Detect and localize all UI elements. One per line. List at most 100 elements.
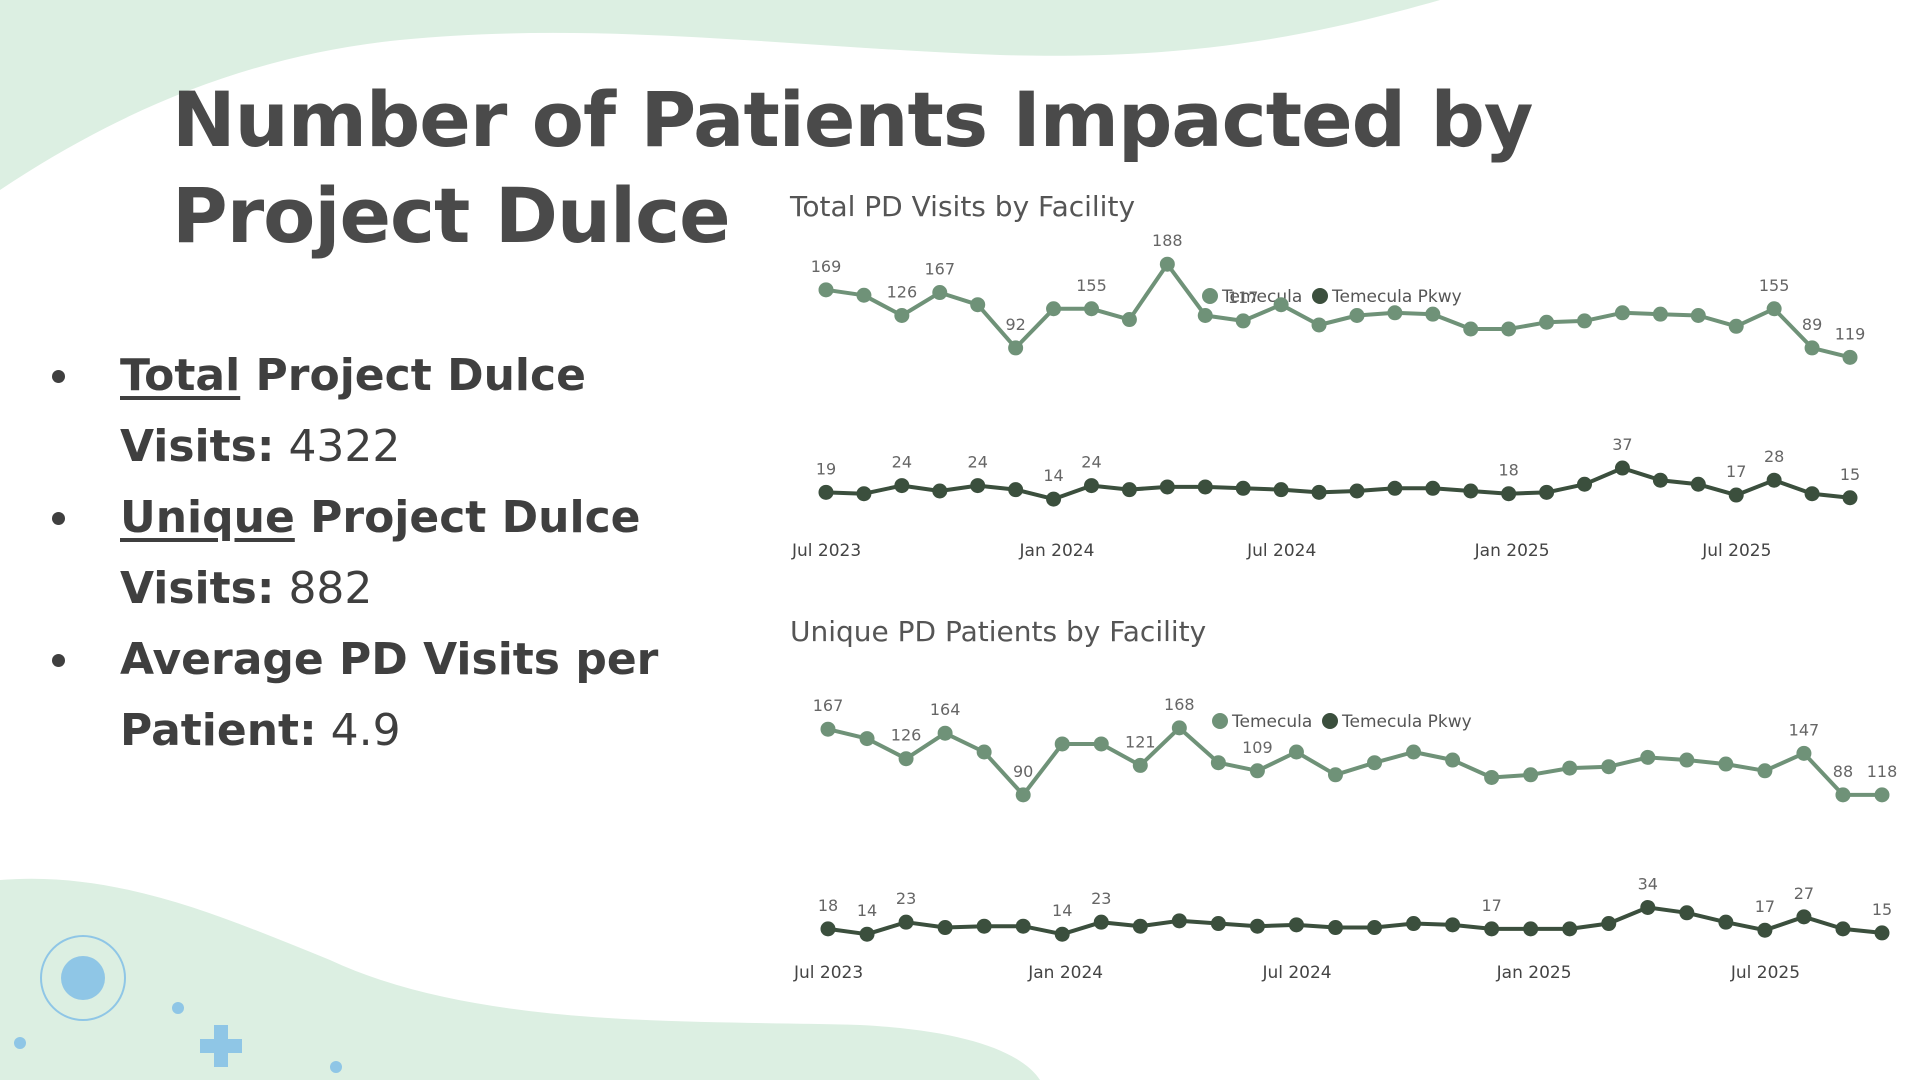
data-label: 23 <box>1091 889 1111 908</box>
data-point <box>1614 305 1630 321</box>
data-point <box>1132 757 1148 773</box>
series-line <box>827 725 1882 797</box>
data-point <box>1796 745 1812 761</box>
x-tick-label: Jul 2025 <box>1701 541 1771 561</box>
data-point <box>1766 301 1782 317</box>
data-point <box>976 918 992 934</box>
top-left-blob <box>0 0 1440 190</box>
data-point <box>1728 318 1744 334</box>
data-point <box>1367 920 1383 936</box>
target-center-icon <box>61 956 105 1000</box>
stat-value: 4.9 <box>316 705 401 756</box>
data-point <box>1132 918 1148 934</box>
data-point <box>1835 921 1851 937</box>
x-tick-label: Jul 2023 <box>793 963 863 983</box>
data-point <box>898 914 914 930</box>
data-point <box>1387 305 1403 321</box>
data-point <box>1171 913 1187 929</box>
data-point <box>1197 479 1213 495</box>
data-point <box>1093 736 1109 752</box>
x-tick-label: Jul 2024 <box>1261 963 1331 983</box>
data-point <box>1463 483 1479 499</box>
data-point <box>1614 460 1630 476</box>
chart-title: Total PD Visits by Facility <box>790 190 1136 223</box>
stat-emphasis: Unique <box>120 492 295 543</box>
legend-marker <box>1322 713 1338 729</box>
data-point <box>976 744 992 760</box>
data-label: 17 <box>1755 897 1775 916</box>
data-point <box>1718 914 1734 930</box>
data-label: 19 <box>816 459 836 478</box>
data-point <box>894 308 910 323</box>
data-point <box>1874 925 1890 941</box>
stat-value: 4322 <box>274 421 401 472</box>
data-point <box>1577 476 1593 492</box>
data-point <box>1235 313 1251 329</box>
data-point <box>1766 472 1782 488</box>
bullet-icon <box>52 654 65 667</box>
data-point <box>1015 787 1031 803</box>
data-point <box>1501 321 1517 337</box>
data-label: 118 <box>1867 762 1898 781</box>
data-label: 15 <box>1872 900 1892 919</box>
data-point <box>1273 297 1289 313</box>
data-label: 28 <box>1764 447 1784 466</box>
bullet-icon <box>52 512 65 525</box>
data-point <box>1249 763 1265 779</box>
data-point <box>1015 918 1031 934</box>
legend-marker <box>1312 288 1328 304</box>
data-point <box>856 486 872 502</box>
data-point <box>1273 482 1289 498</box>
data-point <box>1501 486 1517 502</box>
data-point <box>1406 916 1422 932</box>
data-label: 24 <box>968 453 988 472</box>
data-point <box>1171 720 1187 736</box>
data-label: 119 <box>1835 324 1866 343</box>
deco-dot <box>330 1061 342 1073</box>
data-point <box>1757 763 1773 779</box>
data-label: 14 <box>1052 901 1072 920</box>
data-label: 24 <box>892 453 912 472</box>
data-point <box>1311 484 1327 500</box>
data-point <box>1874 787 1890 803</box>
data-point <box>1311 317 1327 333</box>
data-point <box>1159 479 1175 495</box>
data-label: 88 <box>1833 762 1853 781</box>
data-point <box>1484 921 1500 937</box>
data-point <box>1425 306 1441 322</box>
target-ring-icon <box>40 935 126 1021</box>
data-point <box>937 920 953 936</box>
data-label: 168 <box>1164 695 1195 714</box>
stat-total-visits: Total Project Dulce Visits: 4322 <box>40 340 740 482</box>
data-point <box>1046 301 1062 317</box>
data-point <box>932 285 948 301</box>
data-label: 92 <box>1005 315 1025 334</box>
data-label: 27 <box>1794 884 1814 903</box>
data-point <box>1054 926 1070 942</box>
data-point <box>1445 752 1461 768</box>
data-point <box>1445 917 1461 933</box>
data-point <box>1288 917 1304 933</box>
data-point <box>1406 744 1422 760</box>
legend-label: Temecula <box>1231 712 1312 732</box>
data-point <box>818 484 834 500</box>
data-point <box>1523 921 1539 937</box>
data-point <box>1757 922 1773 938</box>
data-label: 37 <box>1612 435 1632 454</box>
stat-value: 882 <box>274 563 373 614</box>
data-point <box>856 287 872 303</box>
deco-dot <box>14 1037 26 1049</box>
data-label: 24 <box>1081 453 1101 472</box>
data-point <box>1008 482 1024 498</box>
data-label: 126 <box>891 726 922 745</box>
series-line <box>827 905 1883 937</box>
unique-patients-plot: Temecula Temecula Pkwy 167 164 126 90 121 168 10… <box>793 695 1898 983</box>
data-point <box>1601 916 1617 932</box>
chart-title: Unique PD Patients by Facility <box>790 615 1207 648</box>
data-label: 109 <box>1242 738 1273 757</box>
data-point <box>1842 490 1858 506</box>
stats-list: Total Project Dulce Visits: 4322 Unique … <box>40 340 740 766</box>
x-tick-label: Jan 2024 <box>1027 963 1103 983</box>
data-point <box>1577 313 1593 329</box>
data-point <box>1679 905 1695 921</box>
